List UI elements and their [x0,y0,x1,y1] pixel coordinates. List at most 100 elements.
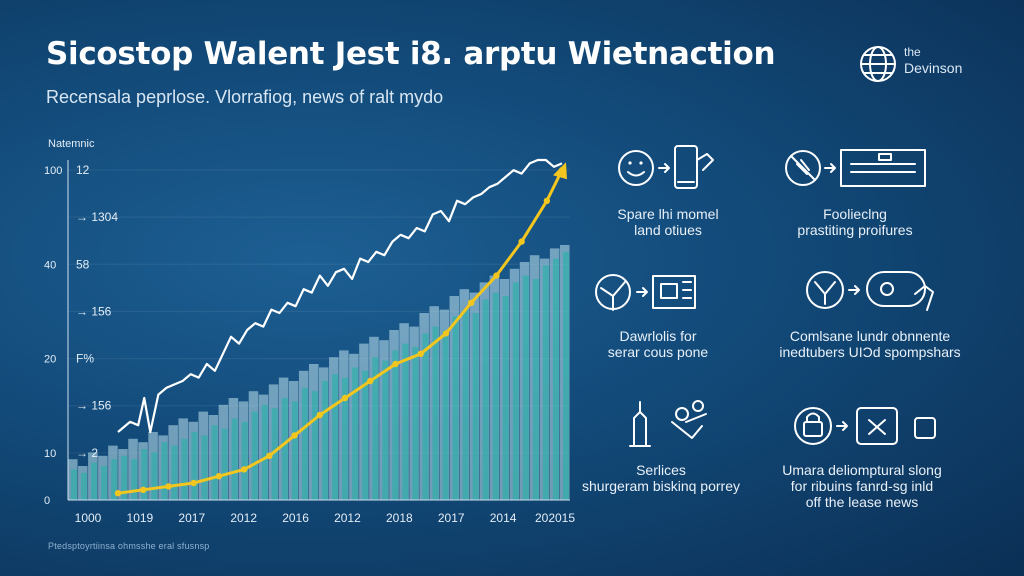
gauge-hand-icon [806,271,934,311]
no-sign-monitor-icon [785,149,926,187]
y-axis-label: Natemnic [48,138,95,150]
gold-arrowhead [553,162,567,180]
compass-map-icon [595,274,696,311]
feature-5: Serlices shurgeram biskinq porrey [566,392,756,494]
y-tick-labels: 100 12 → 1304 40 58 → 156 20 F% → 156 10 → 2 0 [44,163,118,507]
bar-teal [141,449,148,500]
feature-1-caption-1: Spare lhi momel [617,206,719,222]
feature-6-caption-3: off the lease news [805,494,919,510]
tools-icon [629,400,707,447]
bar-teal [562,251,569,500]
feature-6-caption-1: Umara deliomptural slong [782,462,942,478]
gold-data-point [240,466,248,473]
bar-teal [91,462,98,500]
bar-teal [482,299,489,500]
y-tick-label: 0 [44,495,50,507]
bar-teal [151,452,158,500]
bar-teal [211,425,218,500]
bar-teal [121,455,128,500]
bar-teal [101,466,108,500]
x-tick-label: 1000 [75,511,102,525]
bar-teal [71,469,78,500]
gold-data-point [140,486,147,493]
x-tick-labels: 1000 1019 2017 2012 2016 2012 2018 2017 2014 2020… [75,511,576,525]
gold-data-point [493,272,500,279]
bar-teal [221,428,228,500]
gold-data-point [467,299,475,306]
gold-data-point [518,238,525,245]
bar-teal [181,438,188,500]
bar-teal [81,472,88,500]
white-trend-line [117,158,563,434]
bar-teal [452,316,459,500]
globe-icon [860,46,896,82]
smiley-phone-icon [618,145,714,189]
bar-teal [492,292,499,500]
bar-teal [402,343,409,500]
feature-6: Umara deliomptural slong for ribuins fan… [762,400,962,510]
gold-data-point [114,490,122,497]
feature-5-caption-2: shurgeram biskinq porrey [582,478,740,494]
gold-data-point [367,377,374,385]
feature-5-caption-1: Serlices [636,462,686,478]
y-tick-label: 100 [44,165,62,177]
feature-4: Comlsane lundr obnnente inedtubers UIƆd … [760,264,980,360]
gold-data-point [165,483,172,490]
bar-teal [432,326,439,500]
gold-data-point [341,394,349,402]
y-tick-inner-label: → 156 [76,304,112,318]
bar-teal [462,309,469,500]
page-subtitle: Recensala peprlose. Vlorrafiog, news of … [46,87,444,107]
bar-teal [301,387,308,500]
bar-teal [291,401,298,500]
y-tick-inner-label: → 2 [76,446,98,460]
bar-teal [392,350,399,500]
bar-teal [412,347,419,500]
gold-data-point [190,479,197,487]
gold-data-point [543,197,551,204]
bar-teal [311,391,318,500]
feature-3-caption-2: serar cous pone [607,344,709,360]
gold-data-point [291,432,298,439]
bar-teal [382,360,389,500]
bar-teal [332,374,339,500]
y-tick-inner-label: 58 [76,257,90,271]
gold-data-point [266,452,273,459]
bar-teal [131,459,138,500]
bar-teal [251,411,258,500]
bar-teal [322,381,329,500]
feature-2-caption-2: prastiting proifures [797,222,913,238]
x-tick-label: 2012 [230,511,257,525]
gold-data-point [442,330,450,337]
x-tick-label: 2012 [334,511,361,525]
bar-teal [111,459,118,500]
gold-data-point [417,350,424,357]
y-tick-inner-label: → 1304 [76,210,118,224]
bar-teal [241,421,248,500]
feature-4-caption-1: Comlsane lundr obnnente [789,328,951,344]
feature-1-caption-2: land otiues [634,222,702,238]
lock-shield-icon [794,407,936,445]
bar-teal [502,296,509,500]
logo-line-1: the [904,45,921,59]
feature-1: Spare lhi momel land otiues [583,140,753,238]
bar-teal [171,445,178,500]
x-tick-label: 202015 [535,511,575,525]
y-tick-inner-label: F% [76,352,94,366]
bar-teal [281,398,288,500]
page-title: Sicostop Walent Jest i8. arptu Wietnacti… [46,36,776,72]
bar-teal [161,442,168,500]
bar-teal [422,333,429,500]
y-tick-inner-label: 12 [76,163,90,177]
gold-data-point [316,411,324,419]
bar-teal [271,408,278,500]
bar-teal [532,279,539,500]
x-tick-label: 1019 [127,511,154,525]
x-tick-label: 2018 [386,511,413,525]
bar-teal [261,404,268,500]
bar-teal [542,265,549,500]
feature-3-caption-1: Dawrlolis for [619,328,697,344]
bar-teal [191,432,198,500]
y-tick-label: 20 [44,354,56,366]
